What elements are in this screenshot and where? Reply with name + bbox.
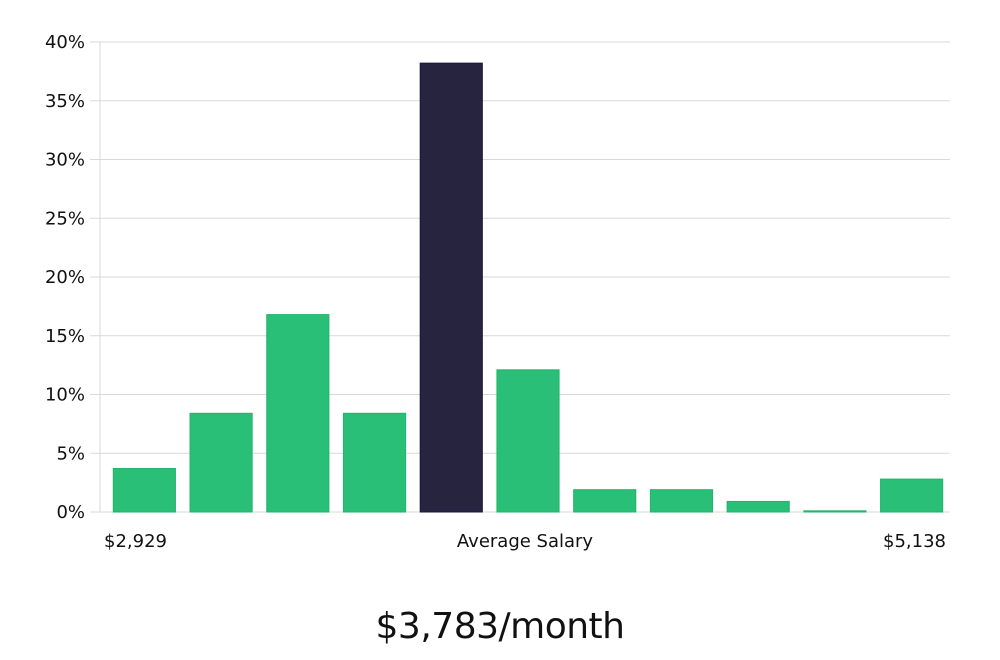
x-label-center: Average Salary: [457, 531, 594, 552]
y-tick-label: 40%: [45, 32, 85, 53]
bar: [726, 500, 790, 513]
bar: [649, 489, 714, 513]
y-tick-label: 35%: [45, 91, 85, 112]
y-tick-label: 5%: [56, 443, 85, 464]
y-axis: 0% 5% 10% 15% 20% 25% 30% 35% 40%: [45, 32, 85, 523]
salary-histogram: 0% 5% 10% 15% 20% 25% 30% 35% 40% $2,929 Average…: [45, 32, 950, 552]
bar: [496, 369, 560, 513]
bars: [112, 62, 944, 513]
x-label-max: $5,138: [883, 531, 946, 552]
bar: [112, 468, 176, 513]
y-tick-label: 25%: [45, 208, 85, 229]
bar: [880, 478, 944, 513]
bar: [573, 489, 637, 513]
bar: [803, 510, 867, 513]
y-tick-label: 20%: [45, 267, 85, 288]
y-tick-label: 0%: [56, 502, 85, 523]
bar-average-bucket: [419, 62, 483, 513]
y-tick-label: 10%: [45, 385, 85, 406]
y-tick-label: 30%: [45, 150, 85, 171]
x-label-min: $2,929: [104, 531, 167, 552]
bar: [266, 314, 330, 513]
bar: [342, 412, 407, 513]
bar: [189, 412, 253, 513]
y-tick-label: 15%: [45, 326, 85, 347]
average-salary-headline: $3,783/month: [375, 606, 625, 647]
